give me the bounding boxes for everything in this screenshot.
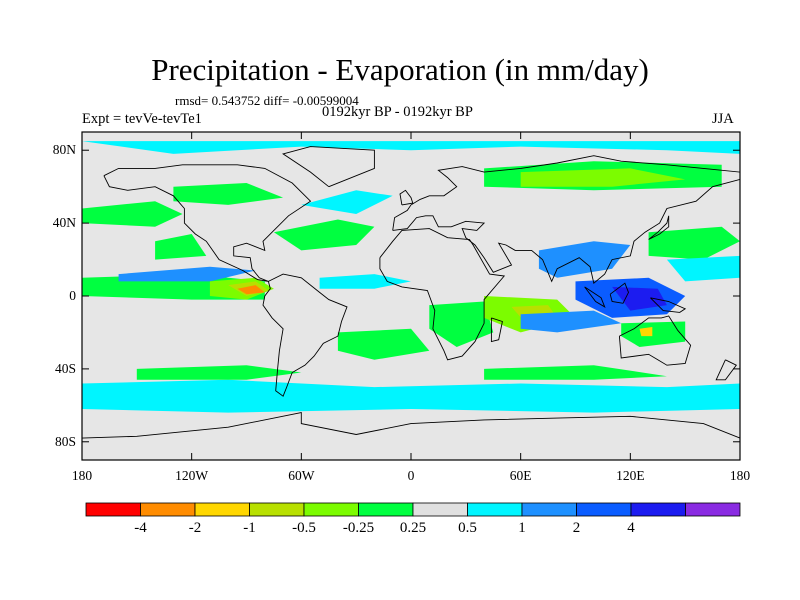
x-tick-label: 120E <box>616 468 645 483</box>
colorbar-swatch <box>576 502 632 517</box>
arctic-cyan <box>82 141 740 154</box>
y-tick-label: 80N <box>52 142 76 158</box>
australia-green <box>621 321 686 347</box>
colorbar-swatch <box>467 502 523 517</box>
coast-madagascar <box>490 317 503 343</box>
coast-greenland <box>282 146 375 188</box>
season-label: JJA <box>712 111 734 127</box>
colorbar-swatch <box>249 502 305 517</box>
colorbar-label: 4 <box>627 520 635 536</box>
colorbar-swatch <box>630 502 686 517</box>
diff-value: -0.00599004 <box>292 93 359 108</box>
diff-label: diff= <box>263 93 290 108</box>
coast-sumatra <box>584 286 606 308</box>
south-indian-green <box>484 365 667 380</box>
coast-antarctica <box>81 412 741 439</box>
colorbar-label: 2 <box>572 520 581 536</box>
y-tick-label: 0 <box>69 288 76 303</box>
colorbar-label: -2 <box>188 520 202 536</box>
coast-japan <box>648 215 670 240</box>
east-pacific-orange <box>237 285 265 295</box>
coast-uk <box>399 189 414 206</box>
y-tick-label: 80S <box>54 433 76 449</box>
north-pacific-east-green <box>155 234 207 260</box>
coast-borneo <box>609 282 629 304</box>
x-tick-label: 60E <box>509 468 532 483</box>
africa-green <box>429 301 494 347</box>
colorbar-label: -0.5 <box>292 520 316 536</box>
coast-africa <box>379 228 506 361</box>
rmsd-value: 0.543752 <box>211 93 261 108</box>
y-tick-label: 40N <box>52 215 76 231</box>
colorbar-swatch <box>685 502 741 517</box>
australia-orange <box>639 327 653 337</box>
colorbar-label: 1 <box>518 520 526 536</box>
west-pacific-green <box>648 226 740 260</box>
indian-ocean-blue <box>520 310 622 333</box>
colorbar-label: -4 <box>134 520 147 536</box>
colorbar-label: 0.25 <box>399 520 427 536</box>
itcz-pacific-blue <box>118 266 256 282</box>
field-layer <box>82 132 740 460</box>
southern-ocean-green <box>136 365 302 380</box>
x-tick-label: 0 <box>407 468 415 483</box>
coastline-layer <box>81 146 741 439</box>
maritime-continent-darkblue <box>612 286 667 311</box>
axis-ticks <box>81 132 741 460</box>
coast-new-guinea <box>650 297 687 313</box>
map-title: Precipitation - Evaporation (in mm/day) <box>151 52 649 87</box>
north-atlantic-green <box>273 219 375 251</box>
north-atlantic-cyan <box>301 190 393 214</box>
coast-north-america <box>103 164 312 282</box>
colorbar-swatch <box>412 502 468 517</box>
x-tick-label: 180 <box>71 468 93 483</box>
colorbar-label: -0.25 <box>342 520 375 536</box>
colorbar-swatch <box>194 502 250 517</box>
coast-south-america <box>262 273 348 397</box>
x-tick-label: 120W <box>175 468 209 483</box>
period-label: 0192kyr BP - 0192kyr BP <box>322 104 473 120</box>
colorbar-swatch <box>521 502 577 517</box>
colorbar-swatch <box>303 502 359 517</box>
rmsd-label: rmsd= <box>175 93 209 108</box>
stats-line: rmsd= 0.543752 diff= -0.00599004 <box>175 93 359 109</box>
north-pacific-green <box>82 201 183 227</box>
colorbar-label: 0.5 <box>458 520 477 536</box>
southern-ocean-band <box>82 379 740 413</box>
eurasia-yellowgreen <box>520 168 686 187</box>
itcz-atlantic-cyan <box>319 274 411 289</box>
coast-eurasia <box>392 155 741 285</box>
coast-new-zealand <box>715 359 737 381</box>
colorbar-label: -1 <box>243 520 256 536</box>
colorbar-swatch <box>140 502 196 517</box>
experiment-label: Expt = tevVe-tevTe1 <box>82 111 202 127</box>
colorbar-swatch <box>85 502 141 517</box>
west-pacific-cyan <box>666 255 740 282</box>
colorbar-swatch <box>358 502 414 517</box>
south-atlantic-green <box>337 328 430 360</box>
colorbar <box>85 502 741 517</box>
north-america-green <box>173 183 284 205</box>
x-tick-label: 180 <box>729 468 751 483</box>
x-tick-label: 60W <box>288 468 315 483</box>
coast-australia <box>618 315 692 366</box>
y-tick-label: 40S <box>54 360 76 376</box>
